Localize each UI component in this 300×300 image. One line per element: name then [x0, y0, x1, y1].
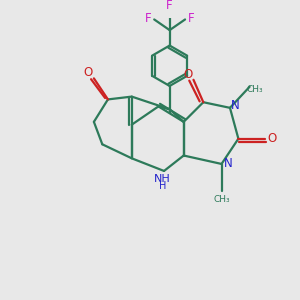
Text: N: N — [231, 98, 240, 112]
Text: NH: NH — [154, 174, 171, 184]
Text: O: O — [267, 132, 277, 145]
Text: H: H — [159, 181, 166, 190]
Text: N: N — [224, 158, 233, 170]
Text: O: O — [183, 68, 193, 81]
Text: CH₃: CH₃ — [213, 194, 230, 203]
Text: F: F — [145, 12, 151, 25]
Text: O: O — [84, 66, 93, 79]
Text: CH₃: CH₃ — [247, 85, 263, 94]
Text: F: F — [188, 12, 195, 25]
Text: F: F — [166, 0, 173, 12]
